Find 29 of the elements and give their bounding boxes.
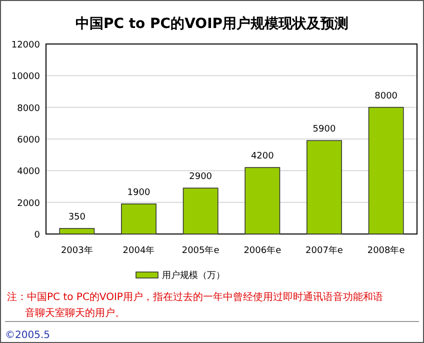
bar — [244, 167, 280, 234]
y-tick-label: 8000 — [17, 104, 40, 114]
y-tick-label: 6000 — [17, 136, 40, 146]
data-label: 1900 — [127, 188, 150, 198]
bar — [368, 106, 404, 234]
bar — [59, 228, 95, 234]
data-label: 8000 — [374, 91, 398, 102]
data-label: 5900 — [312, 124, 336, 135]
bar — [182, 188, 218, 234]
y-tick-label: 12000 — [11, 40, 40, 50]
y-tick-label: 0 — [34, 230, 40, 240]
legend-label: 用户规模（万） — [162, 270, 225, 281]
y-tick-label: 2000 — [17, 198, 40, 209]
x-tick-label: 2003年 — [60, 245, 93, 256]
bar — [306, 140, 342, 234]
text: 注：中国PC to PC的VOIP用户，指在过去的一年中曾经使用过即时通讯语音功能和语音聊天室聊天的用户。 — [7, 290, 384, 321]
x-tick-label: 2004年 — [122, 245, 155, 256]
text: ©2005.5 — [5, 330, 50, 341]
data-label: 2900 — [189, 172, 212, 182]
bar — [121, 204, 156, 234]
data-label: 350 — [68, 212, 86, 222]
chart-title: 中国PC to PC的VOIP用户规模现状及预测 — [75, 15, 349, 32]
data-label: 4200 — [250, 152, 274, 162]
x-tick-label: 2006年e — [244, 245, 282, 256]
x-tick-label: 2005年e — [182, 245, 220, 256]
y-tick-label: 4000 — [17, 167, 40, 178]
x-tick-label: 2007年e — [306, 245, 344, 256]
x-tick-label: 2008年e — [367, 245, 406, 256]
y-tick-label: 10000 — [11, 72, 40, 82]
